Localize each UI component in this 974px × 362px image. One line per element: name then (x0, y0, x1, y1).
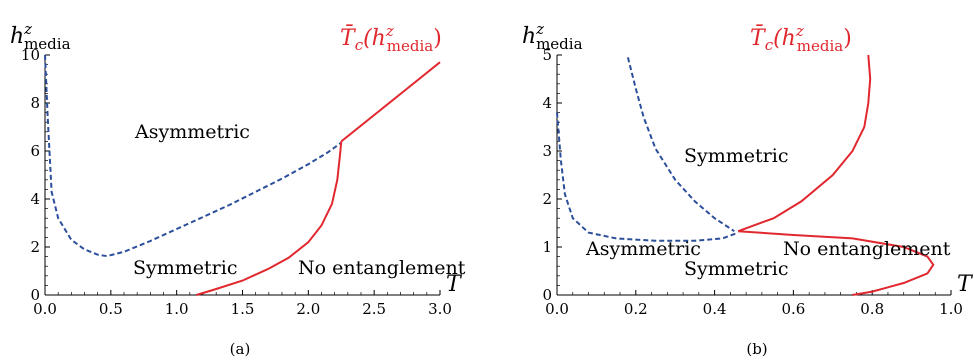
panel-caption: (a) (230, 340, 251, 358)
red-curve-2 (340, 61, 441, 143)
region-label: No entanglement (783, 238, 951, 260)
y-axis-label: hz media (522, 20, 583, 53)
y-tick-label: 3 (542, 142, 552, 160)
y-tick-label: 4 (542, 94, 552, 112)
red-curve-1 (196, 141, 343, 296)
region-label: Symmetric (133, 257, 237, 279)
y-axis-label: hz media (10, 20, 71, 53)
panel-caption: (b) (746, 340, 767, 358)
x-tick-label: 2.0 (296, 300, 320, 318)
y-tick-label: 6 (30, 142, 40, 160)
y-tick-label: 8 (30, 94, 40, 112)
y-tick-label: 5 (542, 46, 552, 64)
x-tick-label: 0.8 (860, 300, 884, 318)
x-axis-label: T (957, 272, 974, 297)
x-tick-label: 0.4 (703, 300, 727, 318)
x-tick-label: 0.6 (781, 300, 805, 318)
y-tick-label: 10 (21, 46, 40, 64)
y-tick-label: 0 (30, 286, 40, 304)
chart-panel-b: 0.0 0.2 0.4 0.6 0.8 1.0 0 1 2 3 4 5 Thz media T̄c(hz me… (522, 20, 974, 358)
region-label: Asymmetric (585, 238, 701, 260)
red-curve-2 (737, 54, 872, 233)
red-curve-label: T̄c(hz media) (750, 22, 852, 55)
y-tick-label: 2 (542, 190, 552, 208)
x-tick-label: 1.0 (939, 300, 963, 318)
y-tick-label: 4 (30, 190, 40, 208)
red-curve-3 (738, 230, 935, 296)
x-tick-label: 0.0 (545, 300, 569, 318)
red-curve-label: T̄c(hz media) (340, 22, 442, 55)
y-tick-label: 0 (542, 286, 552, 304)
region-label: No entanglement (298, 257, 466, 279)
x-tick-label: 0.0 (33, 300, 57, 318)
chart-panel-a: 0.0 0.5 1.0 1.5 2.0 2.5 3.0 0 2 4 6 8 10 Thz media T̄c(… (10, 20, 466, 358)
blue-curve-0 (44, 54, 342, 258)
x-axis-label: T (446, 272, 463, 297)
region-label: Symmetric (684, 258, 788, 280)
y-tick-label: 2 (30, 238, 40, 256)
y-tick-label: 1 (542, 238, 552, 256)
region-label: Symmetric (684, 145, 788, 167)
x-tick-label: 0.5 (99, 300, 123, 318)
x-tick-label: 0.2 (624, 300, 648, 318)
x-tick-label: 3.0 (428, 300, 452, 318)
blue-curve-1 (626, 57, 735, 233)
x-tick-label: 1.0 (165, 300, 189, 318)
x-tick-label: 2.5 (362, 300, 386, 318)
x-tick-label: 1.5 (231, 300, 255, 318)
region-label: Asymmetric (134, 121, 250, 143)
blue-curve-0 (556, 112, 739, 242)
